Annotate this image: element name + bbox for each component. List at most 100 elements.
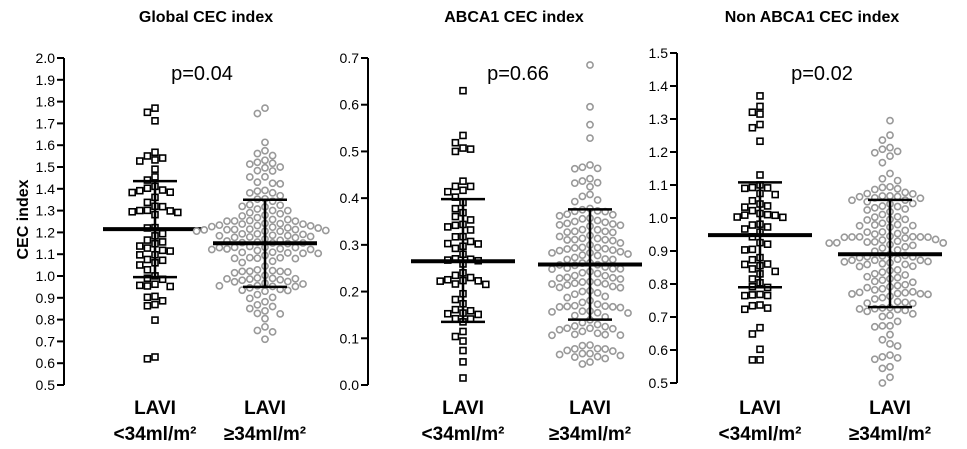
data-point-circle [910,289,916,295]
data-point-square [129,189,135,195]
data-point-square [765,241,771,247]
data-point-circle [895,290,901,296]
data-point-circle [254,255,260,261]
data-point-circle [895,256,901,262]
data-point-circle [895,238,901,244]
data-point-circle [254,267,260,273]
data-point-circle [864,207,870,213]
data-point-circle [254,302,260,308]
data-point-circle [879,176,885,182]
data-point-circle [254,231,260,237]
data-point-circle [254,291,260,297]
data-point-square [160,204,166,210]
data-point-circle [595,217,601,223]
data-point-circle [216,222,222,228]
data-point-square [765,305,771,311]
data-point-circle [587,342,593,348]
data-point-circle [910,279,916,285]
data-point-circle [572,228,578,234]
data-point-circle [564,229,570,235]
category-label-line1: LAVI [442,398,484,419]
data-point-circle [262,174,268,180]
data-point-circle [579,252,585,258]
data-point-square [742,261,748,267]
data-point-square [757,93,763,99]
data-point-circle [864,191,870,197]
y-tick-label: 0.7 [649,309,669,325]
y-tick-label: 1.3 [36,203,56,219]
data-point-circle [572,218,578,224]
data-point-circle [910,191,916,197]
data-point-circle [262,324,268,330]
data-point-circle [579,299,585,305]
data-point-square [144,283,150,289]
data-point-circle [254,275,260,281]
panel-1: Global CEC index 0.5 0.6 0.7 0.8 0.9 1.0 1.1 1.2… [15,9,329,445]
data-point-circle [834,240,840,246]
data-point-circle [232,234,238,240]
data-point-circle [602,346,608,352]
data-point-square [160,155,166,161]
y-tick-label: 1.5 [649,45,669,61]
data-point-square [757,103,763,109]
data-point-square [160,187,166,193]
data-point-circle [308,233,314,239]
data-point-circle [895,283,901,289]
data-point-circle [864,308,870,314]
data-point-circle [879,220,885,226]
y-tick-label: 0.9 [36,290,56,306]
data-point-circle [617,266,623,272]
data-point-circle [587,135,593,141]
data-point-circle [579,343,585,349]
data-point-circle [254,223,260,229]
data-point-circle [572,331,578,337]
data-point-circle [925,258,931,264]
data-point-circle [254,179,260,185]
panel-2: ABCA1 CEC index0.00.10.20.30.40.50.60.7p… [340,9,642,445]
data-point-circle [602,332,608,338]
data-point-circle [879,146,885,152]
data-point-circle [572,237,578,243]
y-tick-label: 0.7 [36,333,56,349]
y-tick-label: 2.0 [36,50,56,66]
data-point-square [452,183,458,189]
y-tick-label: 0.6 [649,342,669,358]
y-tick-label: 0.6 [36,355,56,371]
data-point-circle [262,148,268,154]
data-point-square [144,356,150,362]
data-point-square [160,298,166,304]
data-point-circle [254,110,260,116]
data-point-circle [579,235,585,241]
data-point-square [468,146,474,152]
data-point-square [137,158,143,164]
data-point-circle [872,222,878,228]
data-point-square [144,109,150,115]
data-point-circle [254,327,260,333]
data-point-square [452,214,458,220]
data-point-square [152,174,158,180]
data-point-circle [595,321,601,327]
data-point-square [765,224,771,230]
data-point-circle [895,299,901,305]
data-point-square [742,204,748,210]
data-point-square [452,234,458,240]
category-label-line1: LAVI [134,398,176,419]
data-point-circle [895,221,901,227]
data-point-square [475,311,481,317]
data-point-circle [895,148,901,154]
data-point-circle [879,261,885,267]
data-point-circle [595,180,601,186]
data-point-square [749,266,755,272]
data-point-circle [879,295,885,301]
data-point-circle [579,193,585,199]
data-point-square [452,334,458,340]
data-point-circle [270,152,276,158]
data-point-circle [209,224,215,230]
data-point-circle [262,316,268,322]
data-point-circle [285,233,291,239]
data-point-circle [549,266,555,272]
data-point-square [749,246,755,252]
data-point-circle [602,246,608,252]
data-point-circle [595,279,601,285]
data-point-circle [872,150,878,156]
